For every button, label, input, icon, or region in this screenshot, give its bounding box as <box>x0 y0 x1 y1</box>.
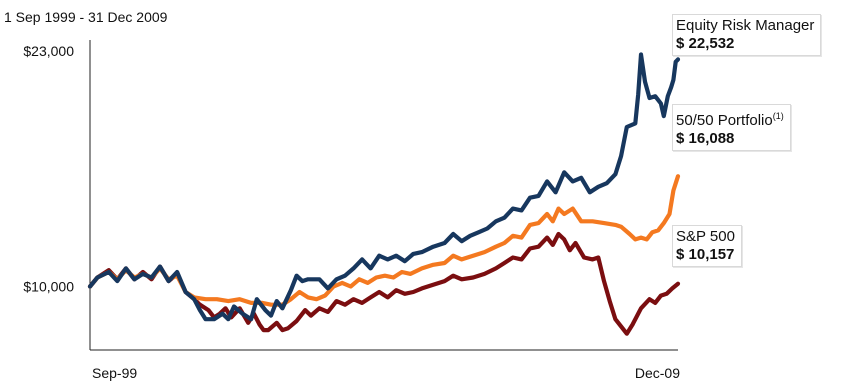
legend-series-name: 50/50 Portfolio(1) <box>676 107 784 130</box>
series-line <box>87 174 681 307</box>
legend-series-name-text: S&P 500 <box>676 228 735 245</box>
legend-footnote-marker: (1) <box>772 111 784 121</box>
legend-series-name-text: Equity Risk Manager <box>676 17 815 34</box>
legend-entry: Equity Risk Manager $ 22,532 <box>672 14 822 56</box>
chart-title: 1 Sep 1999 - 31 Dec 2009 <box>4 9 168 25</box>
legend-series-name: S&P 500 <box>676 228 735 246</box>
legend-series-value: $ 16,088 <box>676 130 735 147</box>
x-tick-label: Sep-99 <box>92 365 137 381</box>
series-line <box>87 52 681 322</box>
legend-series-name: Equity Risk Manager <box>676 17 814 35</box>
x-tick-label: Dec-09 <box>635 365 680 381</box>
legend-entry: S&P 500 $ 10,157 <box>672 225 742 267</box>
y-tick-label: $23,000 <box>23 43 74 59</box>
y-tick-label: $10,000 <box>23 279 74 295</box>
legend-series-value: $ 22,532 <box>676 35 735 52</box>
legend-entry: 50/50 Portfolio(1) $ 16,088 <box>672 104 791 151</box>
series-line <box>87 231 681 336</box>
legend-series-name-text: 50/50 Portfolio <box>676 112 773 129</box>
legend-series-value: $ 10,157 <box>676 246 735 263</box>
